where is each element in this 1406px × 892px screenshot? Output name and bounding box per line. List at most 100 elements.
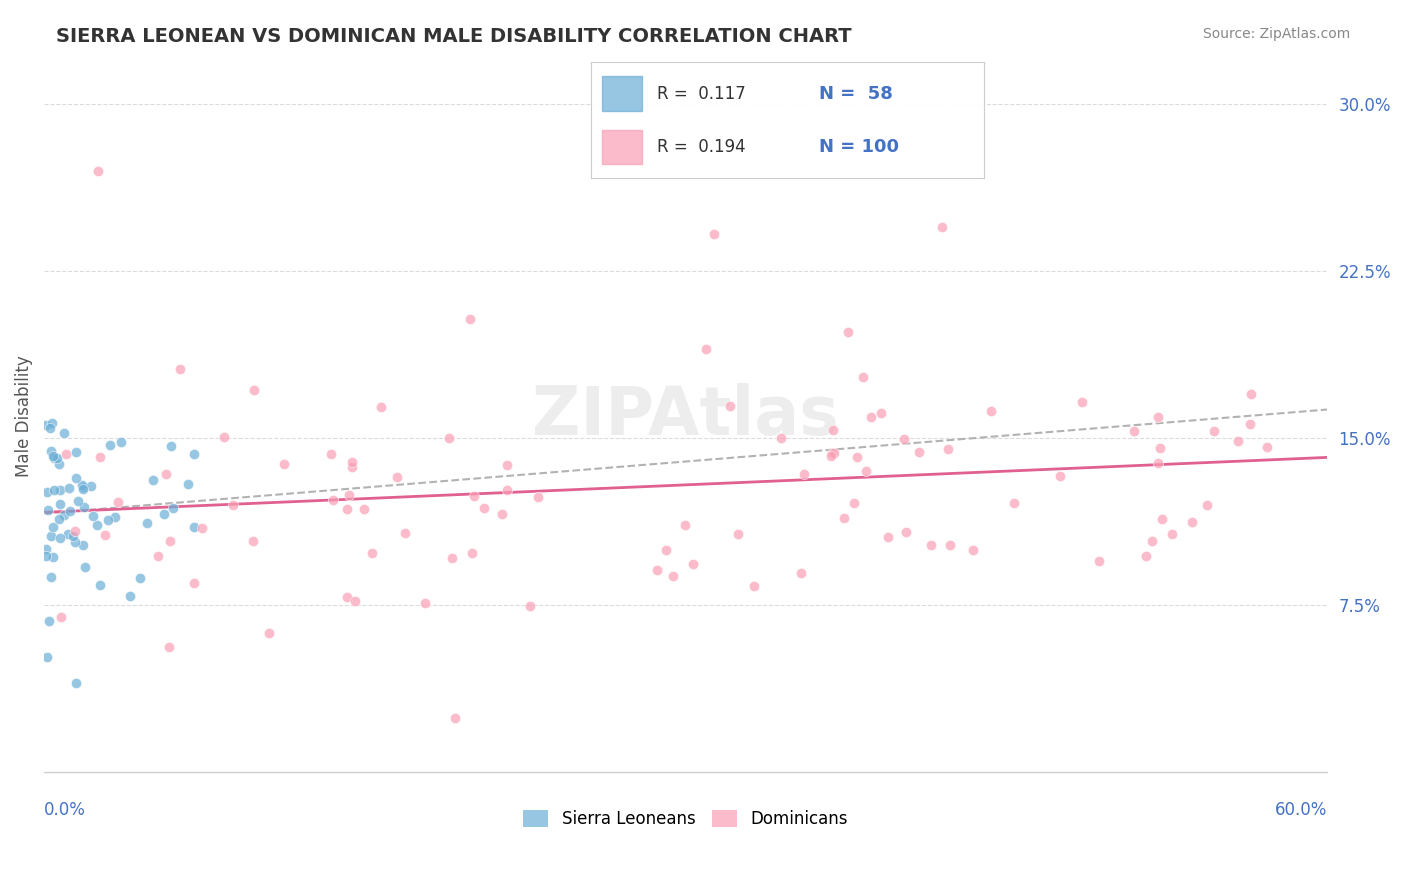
Point	[59, 504, 82, 518]
Point	[931, 219, 953, 234]
Point	[183, 520, 205, 534]
Point	[793, 467, 815, 481]
Point	[48, 512, 70, 526]
Point	[58, 527, 80, 541]
Point	[160, 439, 183, 453]
Point	[335, 502, 357, 516]
Point	[491, 507, 513, 521]
Point	[135, 516, 157, 531]
Point	[936, 442, 959, 457]
Point	[49, 610, 72, 624]
Point	[183, 447, 205, 461]
Point	[703, 227, 725, 242]
Point	[662, 569, 685, 583]
Point	[1140, 533, 1163, 548]
Point	[273, 457, 295, 471]
Point	[257, 625, 280, 640]
Text: ZIPAtlas: ZIPAtlas	[533, 383, 839, 449]
Point	[72, 482, 94, 496]
Point	[496, 458, 519, 472]
Point	[72, 478, 94, 492]
Point	[183, 575, 205, 590]
Bar	[602, 129, 641, 164]
Point	[35, 541, 58, 556]
Text: R =  0.194: R = 0.194	[658, 138, 747, 156]
Point	[45, 451, 67, 466]
Point	[242, 384, 264, 398]
Point	[821, 446, 844, 460]
Point	[444, 710, 467, 724]
Point	[73, 559, 96, 574]
Point	[441, 551, 464, 566]
Point	[439, 430, 461, 444]
Point	[62, 528, 84, 542]
Point	[58, 481, 80, 495]
Point	[104, 510, 127, 524]
Point	[48, 483, 70, 498]
Point	[472, 500, 495, 515]
Point	[65, 676, 87, 690]
Point	[823, 423, 845, 437]
Point	[870, 406, 893, 420]
Point	[337, 488, 360, 502]
Text: SIERRA LEONEAN VS DOMINICAN MALE DISABILITY CORRELATION CHART: SIERRA LEONEAN VS DOMINICAN MALE DISABIL…	[56, 27, 852, 45]
Point	[63, 535, 86, 549]
Point	[98, 438, 121, 452]
Point	[460, 546, 482, 560]
Point	[89, 578, 111, 592]
Point	[855, 465, 877, 479]
Point	[35, 418, 58, 433]
Point	[94, 528, 117, 542]
Point	[962, 543, 984, 558]
Point	[222, 498, 245, 512]
Point	[41, 529, 63, 543]
Point	[42, 520, 65, 534]
Point	[242, 533, 264, 548]
Point	[789, 566, 811, 580]
Point	[1149, 441, 1171, 455]
Point	[73, 500, 96, 514]
Point	[177, 477, 200, 491]
Point	[44, 450, 66, 465]
Point	[980, 404, 1002, 418]
Point	[496, 483, 519, 498]
Point	[742, 578, 765, 592]
Point	[72, 480, 94, 494]
Point	[832, 511, 855, 525]
Point	[41, 416, 63, 430]
Point	[97, 513, 120, 527]
Point	[852, 370, 875, 384]
Point	[877, 530, 900, 544]
Point	[63, 524, 86, 538]
Point	[727, 527, 749, 541]
Point	[387, 470, 409, 484]
Point	[49, 532, 72, 546]
Point	[41, 549, 63, 564]
Point	[1256, 440, 1278, 454]
Point	[1088, 554, 1111, 568]
Point	[682, 557, 704, 571]
Point	[353, 502, 375, 516]
Point	[655, 542, 678, 557]
Text: 60.0%: 60.0%	[1275, 800, 1327, 819]
Legend: Sierra Leoneans, Dominicans: Sierra Leoneans, Dominicans	[517, 804, 855, 835]
Point	[527, 490, 550, 504]
Point	[55, 447, 77, 461]
Text: R =  0.117: R = 0.117	[658, 85, 747, 103]
Point	[169, 362, 191, 376]
Point	[86, 517, 108, 532]
Point	[463, 489, 485, 503]
Text: 0.0%: 0.0%	[44, 800, 86, 819]
Point	[153, 508, 176, 522]
Point	[319, 447, 342, 461]
Point	[1147, 456, 1170, 470]
Point	[42, 449, 65, 463]
Point	[72, 538, 94, 552]
Point	[820, 450, 842, 464]
Point	[842, 496, 865, 510]
Point	[718, 399, 741, 413]
Point	[1239, 417, 1261, 431]
Point	[1049, 468, 1071, 483]
Point	[458, 311, 481, 326]
Point	[893, 432, 915, 446]
